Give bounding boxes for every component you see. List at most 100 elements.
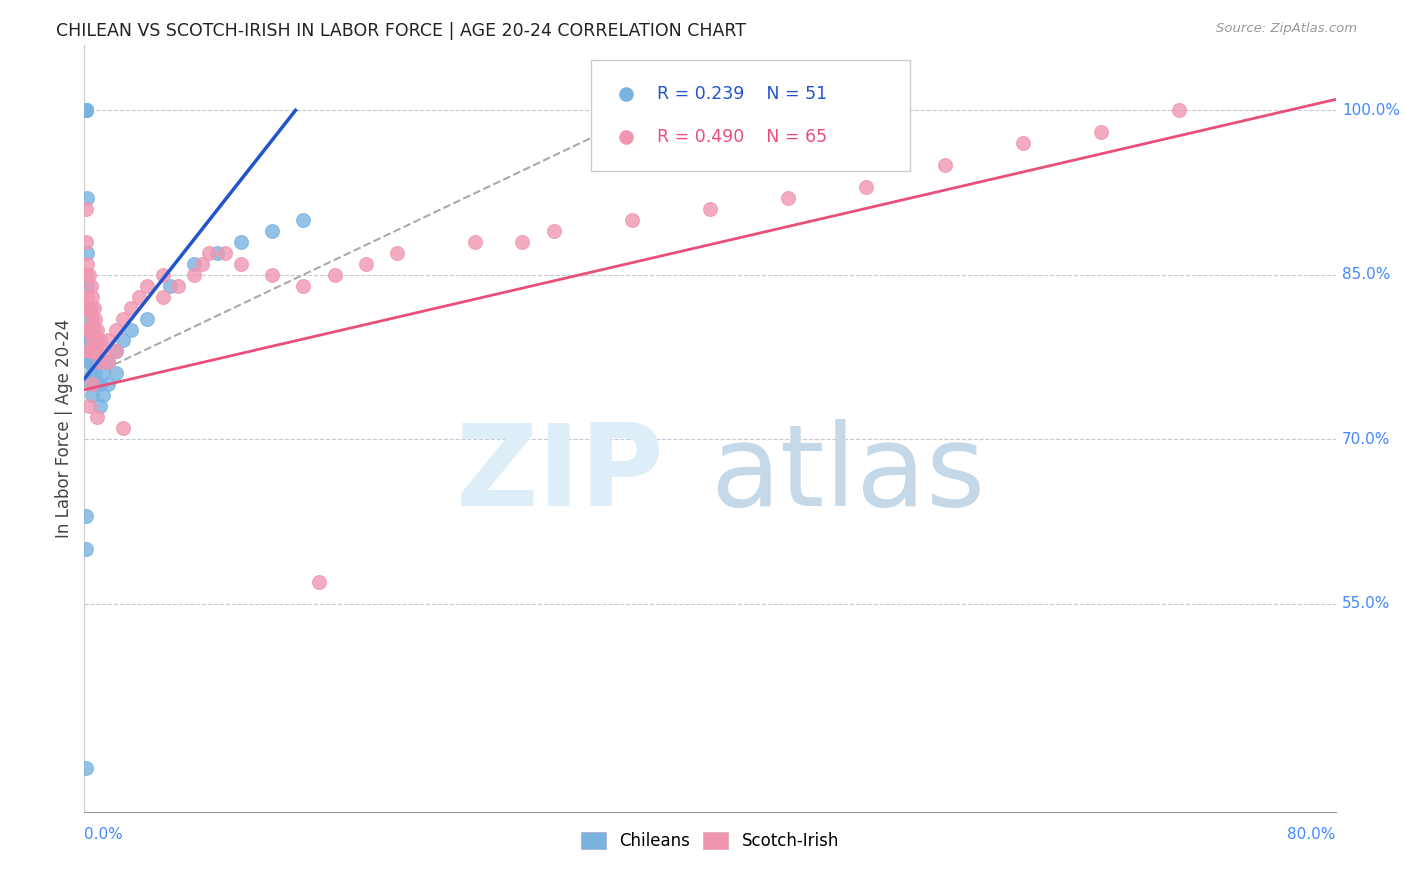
Point (183, 268, 205, 282)
Point (76, 322, 98, 336)
Text: 70.0%: 70.0% (1341, 432, 1391, 447)
Point (89, 334, 111, 348)
Point (1090, 125, 1112, 139)
Point (136, 278, 159, 293)
Point (75, 508, 97, 523)
Point (79, 377, 101, 392)
Point (84, 344, 107, 359)
Point (79, 334, 101, 348)
Point (97, 334, 120, 348)
Point (152, 268, 174, 282)
Point (97, 377, 120, 392)
Point (75, 268, 97, 282)
Point (183, 257, 205, 271)
Point (77, 355, 100, 369)
Point (86, 334, 108, 348)
Point (76, 290, 98, 304)
Point (190, 257, 212, 271)
Y-axis label: In Labor Force | Age 20-24: In Labor Force | Age 20-24 (55, 318, 73, 538)
Point (82, 377, 104, 392)
Point (77, 399, 100, 413)
Point (354, 257, 377, 271)
Point (855, 180, 877, 194)
Point (75, 235, 97, 249)
Point (82, 290, 104, 304)
Point (198, 245, 221, 260)
Point (778, 191, 800, 205)
Point (75, 103, 97, 118)
Point (76, 322, 98, 336)
Point (751, 175, 773, 189)
Point (323, 268, 346, 282)
Point (84, 311, 107, 326)
Point (82, 388, 104, 402)
Point (112, 334, 135, 348)
Point (77, 322, 100, 336)
Point (89, 399, 111, 413)
Point (75, 103, 97, 118)
Point (104, 367, 127, 381)
Text: 55.0%: 55.0% (1341, 596, 1391, 611)
Point (82, 367, 104, 381)
Point (91, 367, 114, 381)
Point (75, 103, 97, 118)
Point (77, 301, 100, 315)
Point (464, 235, 486, 249)
Point (385, 245, 409, 260)
Point (86, 322, 108, 336)
Text: atlas: atlas (710, 418, 986, 530)
Point (97, 355, 120, 369)
Point (76, 257, 98, 271)
Point (75, 202, 97, 216)
Point (75, 301, 97, 315)
Point (112, 311, 135, 326)
Point (83, 344, 105, 359)
Text: ZIP: ZIP (456, 418, 664, 530)
Point (89, 377, 111, 392)
Point (262, 224, 284, 238)
Point (128, 290, 150, 304)
Point (77, 334, 100, 348)
Legend: Chileans, Scotch-Irish: Chileans, Scotch-Irish (574, 826, 846, 857)
Point (76, 245, 98, 260)
Point (75, 103, 97, 118)
Point (82, 344, 104, 359)
Point (79, 344, 101, 359)
Point (159, 278, 181, 293)
Point (512, 235, 534, 249)
Point (77, 301, 100, 315)
Point (104, 344, 127, 359)
Point (292, 213, 315, 227)
Point (91, 344, 114, 359)
Point (91, 388, 114, 402)
Point (82, 322, 104, 336)
Point (699, 202, 721, 216)
Point (136, 311, 159, 326)
Point (79, 355, 101, 369)
Text: 85.0%: 85.0% (1341, 268, 1391, 282)
Text: 100.0%: 100.0% (1341, 103, 1400, 118)
Point (79, 311, 101, 326)
Point (79, 322, 101, 336)
Text: R = 0.490    N = 65: R = 0.490 N = 65 (658, 128, 828, 145)
Point (79, 301, 101, 315)
Text: Source: ZipAtlas.com: Source: ZipAtlas.com (1216, 22, 1357, 36)
Point (83, 301, 105, 315)
FancyBboxPatch shape (591, 60, 910, 171)
Point (76, 278, 98, 293)
Point (83, 334, 105, 348)
Point (82, 334, 104, 348)
Point (934, 158, 956, 172)
Point (75, 103, 97, 118)
Point (152, 290, 174, 304)
Point (86, 377, 108, 392)
Point (1012, 136, 1035, 151)
Point (86, 355, 108, 369)
Point (214, 245, 236, 260)
Point (76, 191, 98, 205)
Point (84, 334, 107, 348)
Point (308, 574, 330, 589)
Point (86, 410, 108, 425)
Point (83, 377, 105, 392)
Point (543, 224, 565, 238)
